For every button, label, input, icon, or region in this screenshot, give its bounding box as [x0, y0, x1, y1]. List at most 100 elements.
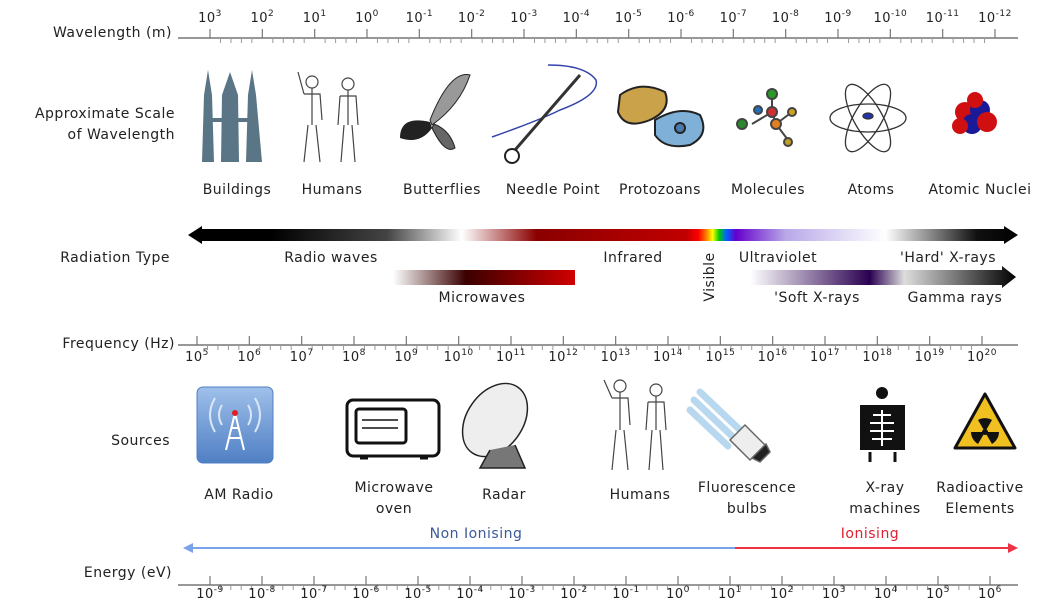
ionising-arrow [735, 543, 1018, 553]
power-label: 100 [666, 585, 690, 602]
power-base: 10 [198, 11, 216, 26]
power-base: 10 [300, 587, 318, 602]
power-label: 1010 [444, 348, 474, 365]
power-exponent: -3 [526, 585, 536, 595]
power-label: 10-5 [404, 585, 432, 602]
power-label: 1015 [705, 348, 735, 365]
needle-icon [491, 64, 598, 164]
power-base: 10 [248, 587, 266, 602]
row-label: of Wavelength [68, 127, 176, 143]
power-label: 104 [874, 585, 898, 602]
power-base: 10 [303, 11, 321, 26]
power-exponent: 14 [671, 348, 683, 358]
power-exponent: 20 [985, 348, 997, 358]
power-base: 10 [772, 11, 790, 26]
power-exponent: 1 [320, 9, 326, 19]
power-base: 10 [770, 587, 788, 602]
power-label: 10-5 [615, 9, 643, 26]
power-base: 10 [496, 350, 514, 365]
protozoans-icon [616, 85, 705, 148]
power-exponent: 19 [932, 348, 944, 358]
power-label: 1011 [496, 348, 526, 365]
power-base: 10 [978, 11, 996, 26]
source-label: Fluorescence [698, 480, 796, 496]
power-base: 10 [394, 350, 412, 365]
power-base: 10 [456, 587, 474, 602]
power-label: 10-8 [248, 585, 276, 602]
power-base: 10 [667, 11, 685, 26]
power-exponent: 3 [216, 9, 222, 19]
power-base: 10 [185, 350, 203, 365]
row-label: Approximate Scale [35, 106, 175, 122]
power-exponent: -10 [891, 9, 907, 19]
power-exponent: 12 [566, 348, 578, 358]
radiation-label: Microwaves [439, 290, 526, 306]
power-exponent: -8 [789, 9, 799, 19]
power-base: 10 [718, 587, 736, 602]
power-base: 10 [250, 11, 268, 26]
power-exponent: 18 [880, 348, 892, 358]
power-exponent: 10 [461, 348, 473, 358]
power-exponent: -7 [737, 9, 747, 19]
power-label: 105 [185, 348, 209, 365]
power-label: 109 [394, 348, 418, 365]
power-base: 10 [720, 11, 738, 26]
power-exponent: 2 [268, 9, 274, 19]
power-exponent: -3 [528, 9, 538, 19]
power-base: 10 [926, 587, 944, 602]
power-exponent: 0 [684, 585, 690, 595]
bulb-icon [686, 388, 771, 463]
power-base: 10 [458, 11, 476, 26]
row-label: Sources [111, 433, 170, 449]
power-base: 10 [404, 587, 422, 602]
source-label: Radar [482, 487, 526, 503]
scale-label: Humans [302, 182, 363, 198]
power-label: 1016 [758, 348, 788, 365]
power-label: 1020 [967, 348, 997, 365]
non-ionising-arrow [183, 543, 735, 553]
power-exponent: 15 [723, 348, 735, 358]
power-base: 10 [290, 350, 308, 365]
microwave-icon [345, 398, 441, 460]
power-label: 10-9 [824, 9, 852, 26]
power-exponent: 7 [307, 348, 313, 358]
power-label: 10-4 [563, 9, 591, 26]
power-base: 10 [758, 350, 776, 365]
power-base: 10 [510, 11, 528, 26]
power-base: 10 [444, 350, 462, 365]
atom-icon [829, 83, 907, 153]
power-exponent: 2 [788, 585, 794, 595]
scale-label: Buildings [203, 182, 272, 198]
radar-icon [461, 382, 529, 469]
xray-arrow [750, 266, 1016, 288]
non-ionising-label: Non Ionising [430, 526, 523, 542]
power-exponent: 0 [373, 9, 379, 19]
scale-label: Atoms [848, 182, 895, 198]
power-base: 10 [563, 11, 581, 26]
power-label: 105 [926, 585, 950, 602]
power-exponent: 11 [514, 348, 526, 358]
power-label: 10-3 [508, 585, 536, 602]
power-label: 100 [355, 9, 379, 26]
power-exponent: -5 [632, 9, 642, 19]
row-label: Frequency (Hz) [62, 336, 175, 352]
radiation-label: 'Hard' X-rays [900, 250, 996, 266]
power-label: 10-2 [458, 9, 486, 26]
power-base: 10 [822, 587, 840, 602]
radiation-label: Ultraviolet [739, 250, 817, 266]
power-label: 10-1 [612, 585, 640, 602]
radiation-label: 'Soft X-rays [774, 290, 860, 306]
ionising-label: Ionising [841, 526, 899, 542]
source-label: oven [376, 501, 412, 517]
radiation-label: Gamma rays [908, 290, 1003, 306]
nucleus-icon [952, 92, 997, 134]
power-exponent: -12 [996, 9, 1012, 19]
power-exponent: 6 [996, 585, 1002, 595]
power-exponent: 16 [775, 348, 787, 358]
source-label: Microwave [354, 480, 433, 496]
power-exponent: -5 [422, 585, 432, 595]
scale-label: Protozoans [619, 182, 701, 198]
power-base: 10 [548, 350, 566, 365]
